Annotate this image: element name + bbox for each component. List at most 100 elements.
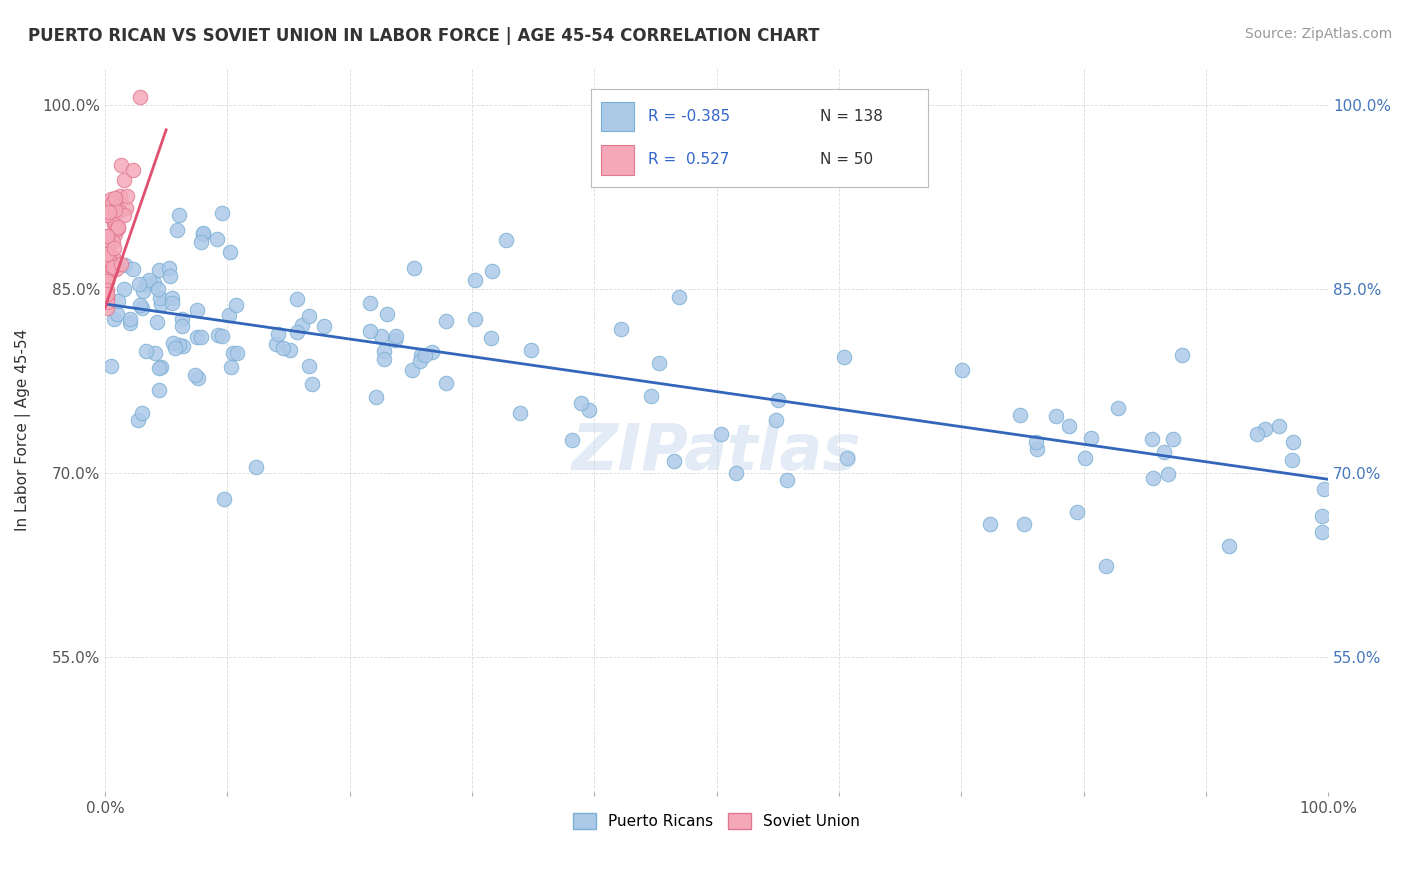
Point [1107, 401, 1129, 416]
Point [370, 328, 392, 343]
Point [104, 202, 127, 217]
Point [115, 202, 138, 216]
Point [725, 466, 748, 480]
Point [105, 222, 128, 236]
Point [97, 262, 120, 277]
Point [135, 343, 157, 358]
Point [103, 250, 125, 264]
Point [1218, 539, 1240, 553]
Point [278, 343, 301, 357]
Point [1140, 432, 1163, 446]
Point [373, 352, 395, 367]
Point [114, 258, 136, 272]
Point [172, 319, 194, 334]
Point [131, 406, 153, 420]
Point [1010, 408, 1032, 422]
Point [129, 298, 152, 312]
Text: N = 50: N = 50 [820, 153, 873, 168]
Point [1163, 433, 1185, 447]
Point [103, 217, 125, 231]
Point [464, 273, 486, 287]
Point [98, 204, 121, 219]
Point [96, 229, 118, 244]
Point [207, 328, 229, 343]
Point [1074, 451, 1097, 466]
Point [103, 311, 125, 326]
Point [766, 393, 789, 408]
Point [107, 294, 129, 309]
Point [160, 295, 183, 310]
Point [157, 261, 180, 276]
Point [434, 314, 457, 328]
Point [148, 361, 170, 376]
Point [122, 262, 145, 277]
Point [1282, 434, 1305, 449]
Point [710, 427, 733, 442]
Point [1281, 453, 1303, 467]
Point [835, 450, 858, 465]
Point [640, 389, 662, 403]
Point [96, 274, 118, 288]
Point [271, 341, 294, 355]
Point [149, 297, 172, 311]
Point [312, 319, 335, 334]
Text: ZIPatlas: ZIPatlas [572, 421, 862, 483]
Point [167, 208, 190, 222]
Point [1012, 516, 1035, 531]
Point [170, 312, 193, 326]
Point [266, 336, 288, 351]
Point [105, 262, 128, 277]
Point [1310, 525, 1333, 540]
Point [163, 341, 186, 355]
Text: N = 138: N = 138 [820, 109, 883, 124]
Point [561, 433, 583, 447]
Point [1157, 467, 1180, 481]
Point [218, 308, 240, 322]
Point [434, 376, 457, 391]
Point [219, 245, 242, 260]
Point [979, 517, 1001, 532]
Legend: Puerto Ricans, Soviet Union: Puerto Ricans, Soviet Union [567, 806, 866, 835]
Point [664, 454, 686, 468]
Point [186, 303, 208, 318]
Point [301, 377, 323, 392]
Point [98, 252, 121, 267]
Point [115, 189, 138, 203]
Point [401, 362, 423, 376]
Point [1057, 419, 1080, 434]
Point [569, 395, 592, 409]
Point [97, 250, 120, 264]
Point [765, 413, 787, 427]
Point [1045, 409, 1067, 424]
Point [1313, 483, 1336, 497]
Point [100, 359, 122, 373]
Point [127, 413, 149, 427]
Point [648, 356, 671, 370]
Point [96, 301, 118, 315]
Point [832, 350, 855, 364]
Point [148, 263, 170, 277]
Point [112, 208, 135, 222]
Point [1025, 434, 1047, 449]
Point [132, 284, 155, 298]
Point [96, 295, 118, 310]
Point [1095, 559, 1118, 574]
Point [101, 260, 124, 274]
Point [112, 282, 135, 296]
Point [96, 283, 118, 297]
Point [190, 330, 212, 344]
Point [96, 291, 118, 305]
Point [104, 218, 127, 232]
Point [285, 325, 308, 339]
Point [110, 257, 132, 271]
Point [375, 307, 398, 321]
Point [101, 235, 124, 250]
Point [110, 158, 132, 172]
FancyBboxPatch shape [600, 145, 634, 175]
Point [138, 272, 160, 286]
Point [131, 301, 153, 315]
FancyBboxPatch shape [600, 102, 634, 131]
Point [96, 228, 118, 243]
Point [359, 296, 381, 310]
Point [98, 258, 121, 272]
